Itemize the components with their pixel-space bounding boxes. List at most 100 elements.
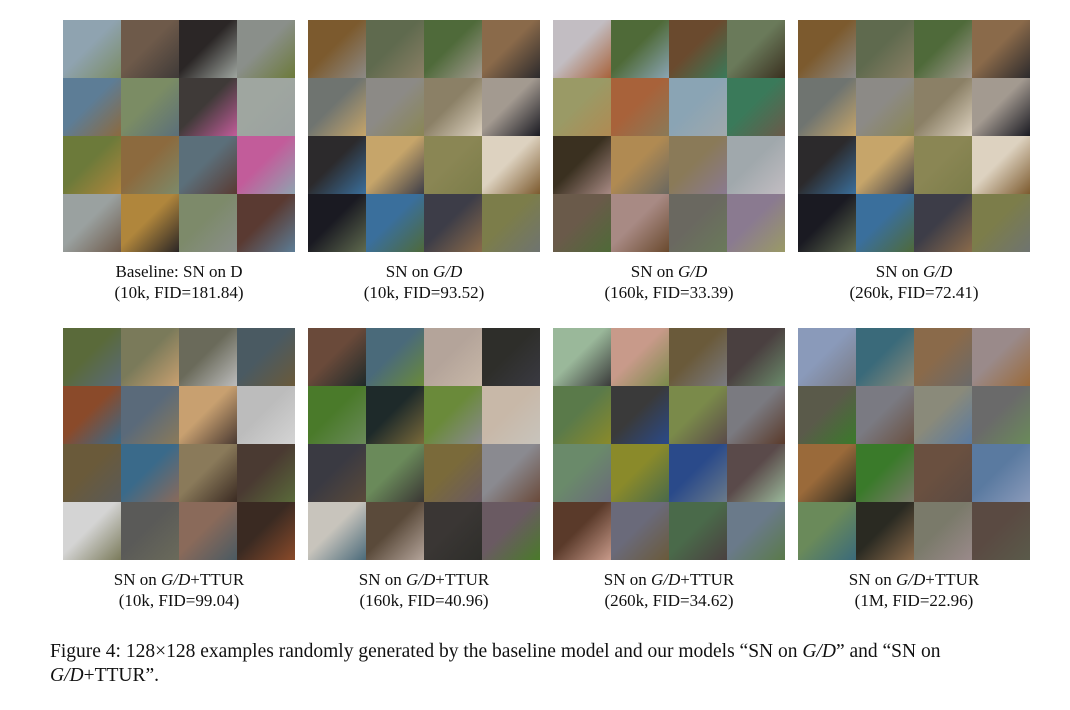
generated-sample-image	[179, 20, 237, 78]
generated-sample-image	[424, 502, 482, 560]
panel-caption-suffix: +TTUR	[680, 570, 735, 589]
panel-caption: SN on G/D+TTUR (10k, FID=99.04)	[63, 569, 295, 611]
generated-sample-image	[308, 502, 366, 560]
generated-sample-image	[424, 328, 482, 386]
panel-caption-line1: SN on G/D+TTUR	[798, 569, 1030, 590]
generated-sample-image	[798, 444, 856, 502]
generated-sample-image	[972, 444, 1030, 502]
panel-caption: SN on G/D (260k, FID=72.41)	[798, 261, 1030, 303]
panel-caption-line2: (10k, FID=93.52)	[363, 283, 485, 302]
generated-sample-image	[63, 78, 121, 136]
generated-sample-image	[914, 328, 972, 386]
generated-sample-image	[63, 328, 121, 386]
generated-sample-image	[611, 194, 669, 252]
generated-sample-image	[972, 136, 1030, 194]
panel-caption-prefix: SN on	[113, 570, 161, 589]
generated-sample-image	[482, 444, 540, 502]
generated-sample-image	[669, 444, 727, 502]
panel-caption: SN on G/D+TTUR (260k, FID=34.62)	[553, 569, 785, 611]
generated-sample-image	[424, 444, 482, 502]
generated-sample-image	[611, 444, 669, 502]
generated-sample-image	[798, 502, 856, 560]
panel-caption-prefix: SN on	[385, 262, 433, 281]
generated-sample-image	[482, 78, 540, 136]
panel-caption-line2: (160k, FID=33.39)	[604, 283, 734, 302]
panel-caption-suffix: +TTUR	[925, 570, 980, 589]
generated-sample-image	[914, 20, 972, 78]
generated-sample-image	[424, 20, 482, 78]
panel-caption-prefix: SN on	[875, 262, 923, 281]
panel-caption-italic: G/D	[650, 570, 681, 589]
generated-sample-image	[308, 78, 366, 136]
sample-image-grid	[798, 328, 1030, 560]
panel-caption-suffix: +TTUR	[190, 570, 245, 589]
panel-caption-line1: Baseline: SN on D	[63, 261, 295, 282]
generated-sample-image	[856, 502, 914, 560]
panel-caption: SN on G/D (10k, FID=93.52)	[308, 261, 540, 303]
generated-sample-image	[669, 194, 727, 252]
generated-sample-image	[237, 20, 295, 78]
panel-caption-line1: SN on G/D	[798, 261, 1030, 282]
generated-sample-image	[914, 78, 972, 136]
sample-panel: SN on G/D+TTUR (10k, FID=99.04)	[63, 328, 295, 611]
generated-sample-image	[482, 502, 540, 560]
panel-caption-italic: G/D	[160, 570, 191, 589]
generated-sample-image	[308, 386, 366, 444]
generated-sample-image	[63, 444, 121, 502]
panel-caption-italic: G/D	[405, 570, 436, 589]
generated-sample-image	[611, 78, 669, 136]
generated-sample-image	[727, 20, 785, 78]
generated-sample-image	[63, 20, 121, 78]
generated-sample-image	[798, 136, 856, 194]
sample-panel: SN on G/D (260k, FID=72.41)	[798, 20, 1030, 303]
generated-sample-image	[179, 502, 237, 560]
generated-sample-image	[121, 194, 179, 252]
generated-sample-image	[482, 386, 540, 444]
generated-sample-image	[366, 78, 424, 136]
generated-sample-image	[482, 328, 540, 386]
generated-sample-image	[308, 20, 366, 78]
figure-caption-italic-1: G/D	[802, 641, 836, 662]
generated-sample-image	[914, 444, 972, 502]
generated-sample-image	[856, 136, 914, 194]
generated-sample-image	[482, 136, 540, 194]
generated-sample-image	[179, 386, 237, 444]
generated-sample-image	[611, 386, 669, 444]
generated-sample-image	[972, 328, 1030, 386]
figure-caption-text-1: Figure 4: 128×128 examples randomly gene…	[50, 641, 803, 662]
generated-sample-image	[553, 20, 611, 78]
panel-caption-italic: G/D	[922, 262, 953, 281]
generated-sample-image	[727, 194, 785, 252]
generated-sample-image	[611, 328, 669, 386]
generated-sample-image	[798, 78, 856, 136]
panel-caption-line1: SN on G/D+TTUR	[308, 569, 540, 590]
panel-caption: Baseline: SN on D (10k, FID=181.84)	[63, 261, 295, 303]
panel-caption-prefix: SN on	[630, 262, 678, 281]
generated-sample-image	[63, 194, 121, 252]
generated-sample-image	[121, 328, 179, 386]
generated-sample-image	[727, 502, 785, 560]
generated-sample-image	[856, 78, 914, 136]
generated-sample-image	[914, 136, 972, 194]
generated-sample-image	[553, 386, 611, 444]
figure-caption-text-3: +TTUR”.	[83, 665, 160, 686]
panel-caption-prefix: SN on	[603, 570, 651, 589]
generated-sample-image	[972, 386, 1030, 444]
sample-panel: SN on G/D+TTUR (1M, FID=22.96)	[798, 328, 1030, 611]
sample-image-grid	[798, 20, 1030, 252]
sample-image-grid	[553, 20, 785, 252]
panel-caption-prefix: SN on	[358, 570, 406, 589]
generated-sample-image	[611, 20, 669, 78]
generated-sample-image	[914, 386, 972, 444]
panel-caption-line1: SN on G/D	[308, 261, 540, 282]
sample-image-grid	[553, 328, 785, 560]
generated-sample-image	[308, 328, 366, 386]
generated-sample-image	[63, 136, 121, 194]
generated-sample-image	[482, 20, 540, 78]
generated-sample-image	[237, 328, 295, 386]
generated-sample-image	[727, 386, 785, 444]
generated-sample-image	[366, 444, 424, 502]
generated-sample-image	[424, 136, 482, 194]
generated-sample-image	[553, 328, 611, 386]
panel-caption-line2: (10k, FID=181.84)	[114, 283, 244, 302]
